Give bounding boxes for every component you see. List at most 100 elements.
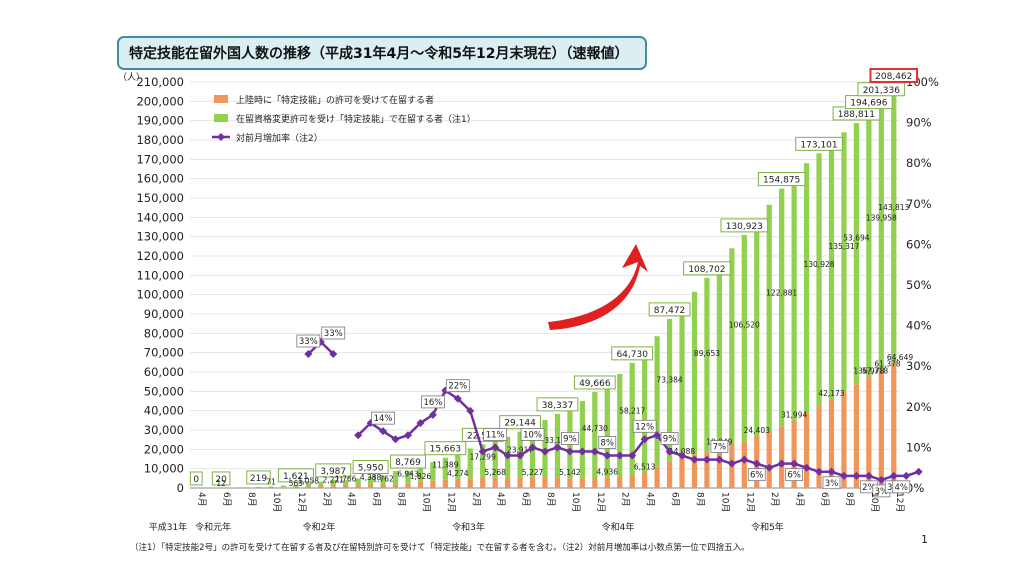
total-label-box bbox=[757, 172, 806, 187]
bar-entry bbox=[505, 477, 511, 488]
rate-point bbox=[503, 451, 512, 460]
value-label: 53,694 bbox=[843, 234, 869, 243]
rate-point bbox=[628, 451, 637, 460]
total-label: 22,567 bbox=[467, 431, 499, 441]
x-tick-label: 2月 bbox=[470, 492, 481, 507]
bar-entry bbox=[392, 484, 399, 488]
bar-entry bbox=[617, 476, 623, 488]
value-label: 89,653 bbox=[694, 349, 720, 358]
x-tick-label-group: 6月 bbox=[819, 492, 830, 507]
rate-label: 11% bbox=[486, 430, 505, 440]
bar-change bbox=[853, 122, 860, 385]
x-tick-label-group: 4月 bbox=[196, 492, 207, 507]
rate-point bbox=[565, 447, 574, 456]
value-label: 2,221 bbox=[323, 475, 345, 484]
bar-entry bbox=[305, 486, 311, 488]
rate-point bbox=[541, 447, 549, 456]
value-label: 6,513 bbox=[634, 463, 656, 472]
x-tick-label-group: 8月 bbox=[694, 492, 705, 507]
total-label-box bbox=[277, 468, 314, 483]
total-label-box bbox=[424, 441, 467, 456]
total-label-box bbox=[683, 261, 731, 276]
x-tick-label: 6月 bbox=[520, 492, 531, 507]
x-tick-label: 8月 bbox=[844, 492, 855, 507]
y-tick-label: 200,000 bbox=[136, 94, 184, 108]
bar-change bbox=[492, 441, 498, 478]
rate-point bbox=[889, 471, 898, 480]
total-label-box bbox=[246, 470, 271, 485]
total-label-box bbox=[352, 459, 389, 474]
value-label: 5,268 bbox=[484, 468, 506, 477]
x-tick-label: 2月 bbox=[321, 492, 332, 507]
bar-entry bbox=[666, 460, 673, 488]
value-label: 31,994 bbox=[781, 410, 807, 419]
value-label: 122,881 bbox=[766, 288, 797, 297]
y-tick-label: 190,000 bbox=[136, 114, 184, 128]
year-label: 令和4年 bbox=[602, 521, 635, 533]
y-tick-label: 150,000 bbox=[136, 191, 184, 205]
y-tick-label: 10,000 bbox=[144, 462, 184, 476]
bar-entry bbox=[679, 457, 685, 488]
total-label-box bbox=[869, 67, 919, 83]
bar-entry bbox=[492, 477, 498, 488]
x-tick-label: 12月 bbox=[296, 492, 307, 512]
bar-change bbox=[791, 176, 797, 421]
year-label: 令和3年 bbox=[452, 521, 485, 533]
rate-label: 7% bbox=[713, 443, 727, 453]
bar-change bbox=[828, 143, 835, 400]
y-tick-label: 120,000 bbox=[136, 249, 184, 263]
x-tick-label-group: 6月 bbox=[520, 492, 531, 507]
bar-entry bbox=[654, 466, 660, 488]
rate-label: 9% bbox=[663, 434, 677, 444]
trend-arrow-icon bbox=[548, 244, 648, 330]
bar-change bbox=[529, 426, 536, 478]
x-tick-label-group: 12月 bbox=[894, 492, 905, 512]
bar-entry bbox=[604, 477, 610, 488]
value-label: 61,378 bbox=[874, 359, 900, 368]
rate-label-box bbox=[785, 468, 804, 482]
rate-point bbox=[765, 463, 774, 472]
value-label: 57,718 bbox=[862, 366, 888, 375]
total-label: 154,875 bbox=[763, 176, 800, 186]
bar-entry bbox=[542, 477, 548, 488]
bar-change bbox=[691, 291, 698, 455]
bar-change bbox=[280, 485, 287, 488]
rate-label: 22% bbox=[448, 382, 467, 392]
bar-entry bbox=[841, 391, 847, 488]
value-label: 24,403 bbox=[744, 426, 770, 435]
rate-point bbox=[553, 443, 562, 452]
bar-entry bbox=[716, 447, 723, 488]
bar-entry bbox=[741, 440, 747, 488]
y-tick-label: 40,000 bbox=[144, 404, 184, 418]
bar-change bbox=[430, 462, 436, 481]
rate-label-box bbox=[445, 379, 470, 393]
y2-tick-label: 50% bbox=[906, 278, 932, 292]
total-label: 5,950 bbox=[358, 463, 384, 473]
y-tick-label: 160,000 bbox=[136, 172, 184, 186]
total-label-box bbox=[211, 471, 231, 486]
rate-point bbox=[777, 459, 786, 468]
y-tick-label: 60,000 bbox=[144, 365, 184, 379]
x-tick-label: 4月 bbox=[495, 492, 506, 507]
rate-label-box bbox=[296, 334, 321, 348]
rate-label-box bbox=[371, 411, 395, 425]
rate-point bbox=[678, 451, 687, 460]
bar-change bbox=[816, 153, 822, 407]
bar-entry bbox=[380, 484, 386, 488]
bar-change bbox=[318, 481, 324, 486]
x-tick-label-group: 2月 bbox=[470, 492, 481, 507]
x-tick-label-group: 6月 bbox=[371, 492, 382, 507]
x-tick-label-group: 2月 bbox=[769, 492, 780, 507]
bar-entry bbox=[629, 475, 635, 488]
bar-change bbox=[405, 471, 411, 484]
value-label: 17,299 bbox=[470, 452, 496, 461]
rate-point bbox=[864, 471, 873, 480]
bar-change bbox=[803, 163, 810, 413]
bar-entry bbox=[691, 454, 698, 488]
bar-entry bbox=[878, 369, 884, 488]
bar-entry bbox=[579, 478, 585, 488]
rate-label: 33% bbox=[299, 337, 318, 347]
y-tick-label: 90,000 bbox=[144, 307, 184, 321]
x-tick-label-group: 2月 bbox=[620, 492, 631, 507]
